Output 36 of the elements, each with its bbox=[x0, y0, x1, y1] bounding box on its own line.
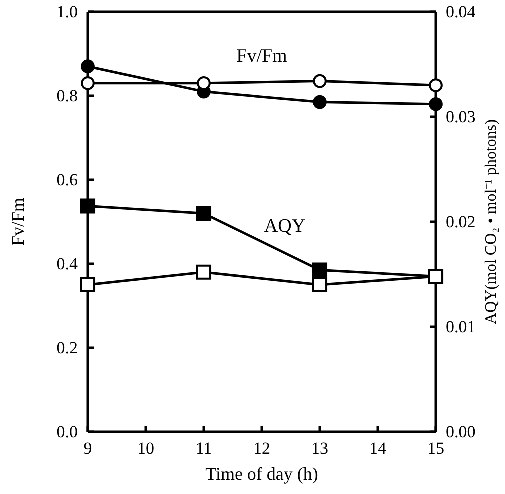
point bbox=[196, 264, 212, 280]
x-tick-label: 12 bbox=[254, 439, 270, 458]
y-tick-label: 0.2 bbox=[56, 338, 78, 358]
y-tick-label: 0.4 bbox=[56, 254, 78, 274]
y-tick-label: 1.0 bbox=[56, 2, 78, 22]
point bbox=[197, 76, 211, 90]
point bbox=[312, 262, 328, 278]
x-tick-label: 9 bbox=[84, 439, 92, 458]
point bbox=[312, 277, 328, 293]
x-tick-label: 14 bbox=[370, 439, 387, 458]
point bbox=[81, 76, 95, 90]
x-axis-title: Time of day (h) bbox=[206, 464, 318, 484]
y2-tick-label: 0.02 bbox=[446, 212, 476, 232]
point bbox=[313, 95, 327, 110]
x-tick-label: 13 bbox=[312, 439, 328, 458]
y2-tick-label: 0.00 bbox=[446, 422, 476, 442]
point bbox=[429, 97, 443, 112]
point bbox=[313, 74, 327, 88]
y-axis-title: Fv/Fm bbox=[8, 198, 28, 246]
y-tick-label: 0.0 bbox=[56, 422, 78, 442]
y2-tick-label: 0.03 bbox=[446, 107, 476, 126]
annotation: Fv/Fm bbox=[236, 46, 288, 67]
x-tick-label: 11 bbox=[196, 439, 212, 458]
x-tick-label: 15 bbox=[428, 439, 444, 458]
point bbox=[429, 78, 443, 92]
y2-axis-title: AQY(mol CO₂ • mol⁻¹ photons) bbox=[483, 120, 500, 324]
annotation: AQY bbox=[264, 216, 306, 237]
y2-tick-label: 0.01 bbox=[446, 317, 476, 336]
point bbox=[80, 198, 96, 214]
x-tick-label: 10 bbox=[138, 439, 154, 458]
y2-tick-label: 0.04 bbox=[446, 2, 476, 22]
y-tick-label: 0.6 bbox=[56, 170, 78, 190]
point bbox=[80, 277, 96, 293]
point bbox=[81, 60, 95, 74]
y-tick-label: 0.8 bbox=[56, 86, 78, 106]
point bbox=[196, 206, 212, 222]
